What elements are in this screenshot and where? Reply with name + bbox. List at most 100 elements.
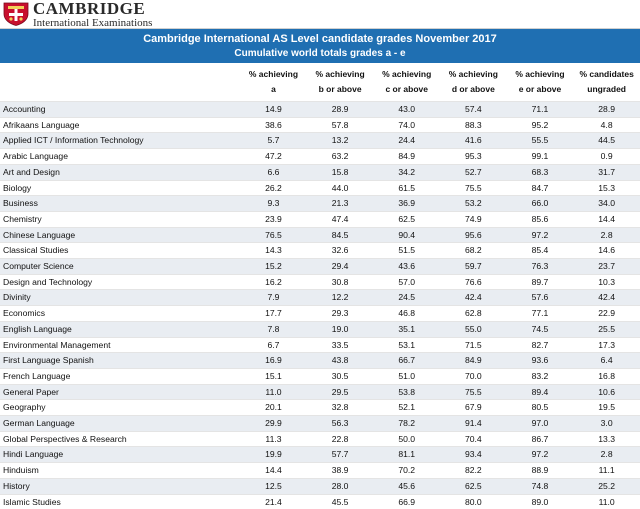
value-cell: 76.3: [507, 259, 574, 275]
value-cell: 51.0: [373, 368, 440, 384]
value-cell: 97.2: [507, 227, 574, 243]
value-cell: 14.3: [240, 243, 307, 259]
subject-cell: Applied ICT / Information Technology: [0, 133, 240, 149]
value-cell: 76.6: [440, 274, 507, 290]
value-cell: 0.9: [573, 149, 640, 165]
report-title: Cambridge International AS Level candida…: [0, 29, 640, 47]
value-cell: 16.2: [240, 274, 307, 290]
subject-column-header: [0, 63, 240, 102]
value-cell: 45.6: [373, 478, 440, 494]
value-cell: 68.3: [507, 164, 574, 180]
subject-cell: General Paper: [0, 384, 240, 400]
value-cell: 83.2: [507, 368, 574, 384]
value-cell: 74.5: [507, 321, 574, 337]
value-cell: 62.8: [440, 306, 507, 322]
value-cell: 11.0: [240, 384, 307, 400]
value-cell: 10.6: [573, 384, 640, 400]
value-cell: 57.8: [307, 117, 374, 133]
value-cell: 28.9: [573, 102, 640, 118]
value-cell: 95.2: [507, 117, 574, 133]
value-cell: 29.9: [240, 416, 307, 432]
value-cell: 19.0: [307, 321, 374, 337]
value-cell: 15.2: [240, 259, 307, 275]
value-cell: 29.4: [307, 259, 374, 275]
value-cell: 24.5: [373, 290, 440, 306]
value-cell: 7.8: [240, 321, 307, 337]
subject-cell: Environmental Management: [0, 337, 240, 353]
column-header-line1: % achieving: [307, 67, 374, 82]
subject-cell: Divinity: [0, 290, 240, 306]
value-cell: 22.8: [307, 431, 374, 447]
value-cell: 85.4: [507, 243, 574, 259]
value-cell: 14.4: [240, 463, 307, 479]
title-banner: Cambridge International AS Level candida…: [0, 28, 640, 63]
subject-cell: English Language: [0, 321, 240, 337]
value-cell: 38.9: [307, 463, 374, 479]
value-cell: 52.1: [373, 400, 440, 416]
value-cell: 30.8: [307, 274, 374, 290]
value-cell: 57.0: [373, 274, 440, 290]
subject-cell: Global Perspectives & Research: [0, 431, 240, 447]
value-cell: 55.0: [440, 321, 507, 337]
value-cell: 19.5: [573, 400, 640, 416]
value-cell: 68.2: [440, 243, 507, 259]
value-cell: 15.3: [573, 180, 640, 196]
value-cell: 11.0: [573, 494, 640, 509]
value-cell: 33.5: [307, 337, 374, 353]
value-cell: 22.9: [573, 306, 640, 322]
value-cell: 84.9: [373, 149, 440, 165]
column-header-line1: % achieving: [240, 67, 307, 82]
value-cell: 81.1: [373, 447, 440, 463]
subject-cell: Design and Technology: [0, 274, 240, 290]
subject-cell: German Language: [0, 416, 240, 432]
value-cell: 6.7: [240, 337, 307, 353]
column-header-line2: e or above: [507, 82, 574, 97]
value-cell: 82.2: [440, 463, 507, 479]
value-cell: 66.9: [373, 494, 440, 509]
value-cell: 35.1: [373, 321, 440, 337]
value-cell: 10.3: [573, 274, 640, 290]
column-header-line1: % achieving: [507, 67, 574, 82]
value-cell: 11.3: [240, 431, 307, 447]
value-cell: 14.6: [573, 243, 640, 259]
value-cell: 19.9: [240, 447, 307, 463]
subject-cell: Art and Design: [0, 164, 240, 180]
value-cell: 57.4: [440, 102, 507, 118]
value-cell: 78.2: [373, 416, 440, 432]
value-cell: 95.3: [440, 149, 507, 165]
value-cell: 80.0: [440, 494, 507, 509]
value-cell: 70.0: [440, 368, 507, 384]
value-cell: 24.4: [373, 133, 440, 149]
value-cell: 57.7: [307, 447, 374, 463]
value-cell: 71.1: [507, 102, 574, 118]
value-cell: 53.1: [373, 337, 440, 353]
value-cell: 97.0: [507, 416, 574, 432]
value-cell: 52.7: [440, 164, 507, 180]
value-cell: 51.5: [373, 243, 440, 259]
value-cell: 84.7: [507, 180, 574, 196]
brand-name: CAMBRIDGE: [33, 0, 152, 17]
subject-cell: Chinese Language: [0, 227, 240, 243]
subject-cell: History: [0, 478, 240, 494]
column-header-line2: a: [240, 82, 307, 97]
value-cell: 67.9: [440, 400, 507, 416]
value-cell: 74.0: [373, 117, 440, 133]
value-cell: 77.1: [507, 306, 574, 322]
value-cell: 20.1: [240, 400, 307, 416]
value-cell: 74.9: [440, 211, 507, 227]
value-cell: 34.0: [573, 196, 640, 212]
page-header: CAMBRIDGE International Examinations: [0, 0, 640, 28]
